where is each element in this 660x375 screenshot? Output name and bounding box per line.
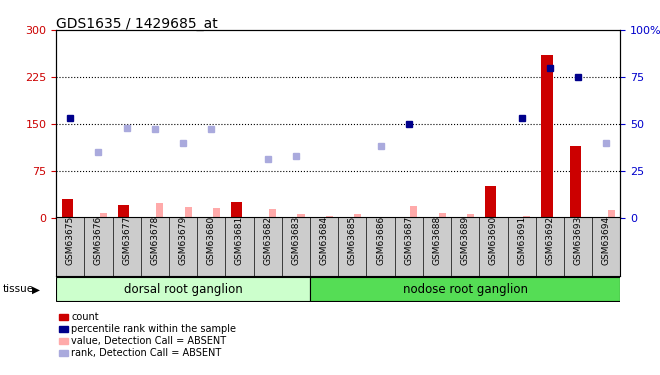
Bar [325, 216, 333, 217]
Bar [231, 202, 242, 217]
Bar [269, 209, 277, 218]
Text: count: count [71, 312, 99, 322]
Bar [100, 213, 107, 217]
FancyBboxPatch shape [56, 277, 310, 302]
Text: ▶: ▶ [32, 285, 40, 294]
Text: nodose root ganglion: nodose root ganglion [403, 283, 528, 296]
Bar [570, 146, 581, 218]
Bar [541, 55, 552, 217]
Text: dorsal root ganglion: dorsal root ganglion [123, 283, 242, 296]
Bar [213, 208, 220, 218]
Bar [298, 214, 304, 217]
Bar [608, 210, 615, 218]
Bar [523, 216, 530, 217]
Bar [467, 214, 474, 217]
Bar [185, 207, 191, 218]
Bar [118, 205, 129, 218]
Text: tissue: tissue [3, 285, 34, 294]
FancyBboxPatch shape [310, 277, 620, 302]
Bar [354, 214, 361, 217]
Text: GDS1635 / 1429685_at: GDS1635 / 1429685_at [56, 17, 218, 31]
Bar [485, 186, 496, 218]
Text: rank, Detection Call = ABSENT: rank, Detection Call = ABSENT [71, 348, 222, 358]
Bar [62, 199, 73, 217]
Text: value, Detection Call = ABSENT: value, Detection Call = ABSENT [71, 336, 226, 346]
Bar [438, 213, 446, 217]
Text: percentile rank within the sample: percentile rank within the sample [71, 324, 236, 334]
Bar [156, 203, 164, 217]
Bar [411, 206, 417, 218]
